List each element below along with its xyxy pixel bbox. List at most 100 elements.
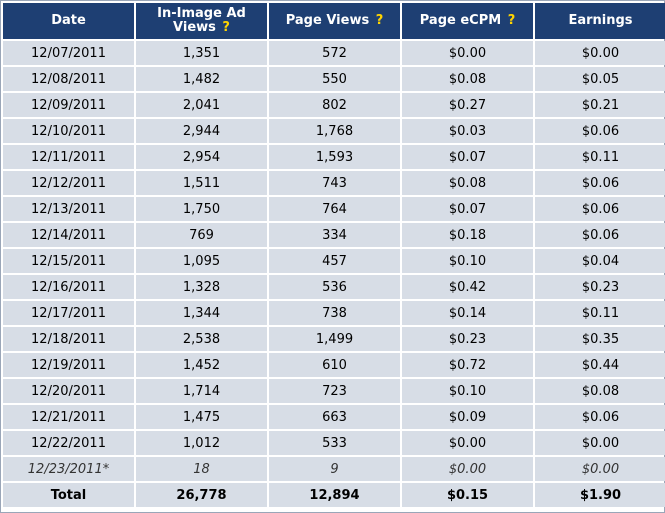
cell-ad-views: 1,511 <box>136 171 267 195</box>
table-row: 12/07/2011 1,351 572 $0.00 $0.00 <box>3 41 665 65</box>
table-row: 12/22/2011 1,012 533 $0.00 $0.00 <box>3 431 665 455</box>
table-row: 12/09/2011 2,041 802 $0.27 $0.21 <box>3 93 665 117</box>
cell-page-views: 572 <box>269 41 400 65</box>
cell-page-views: 334 <box>269 223 400 247</box>
cell-page-ecpm: $0.14 <box>402 301 533 325</box>
cell-page-views: 457 <box>269 249 400 273</box>
cell-page-views: 536 <box>269 275 400 299</box>
cell-ad-views: 1,750 <box>136 197 267 221</box>
table-row: 12/17/2011 1,344 738 $0.14 $0.11 <box>3 301 665 325</box>
column-header-page-ecpm: Page eCPM ? <box>402 3 533 39</box>
cell-date: 12/12/2011 <box>3 171 134 195</box>
cell-page-views: 1,768 <box>269 119 400 143</box>
cell-ad-views: 1,328 <box>136 275 267 299</box>
cell-page-ecpm: $0.07 <box>402 197 533 221</box>
cell-page-ecpm: $0.18 <box>402 223 533 247</box>
cell-ad-views: 1,482 <box>136 67 267 91</box>
cell-ad-views: 2,041 <box>136 93 267 117</box>
table-row: 12/18/2011 2,538 1,499 $0.23 $0.35 <box>3 327 665 351</box>
column-header-page-views: Page Views ? <box>269 3 400 39</box>
cell-earnings: $0.00 <box>535 457 665 481</box>
cell-earnings: $0.05 <box>535 67 665 91</box>
cell-ad-views: 18 <box>136 457 267 481</box>
cell-ad-views: 1,344 <box>136 301 267 325</box>
cell-page-views: 1,593 <box>269 145 400 169</box>
cell-page-views: 764 <box>269 197 400 221</box>
cell-page-views: 663 <box>269 405 400 429</box>
cell-page-views: 1,499 <box>269 327 400 351</box>
total-row: Total 26,778 12,894 $0.15 $1.90 <box>3 483 665 507</box>
cell-page-ecpm: $0.00 <box>402 431 533 455</box>
cell-page-views: 743 <box>269 171 400 195</box>
cell-page-ecpm: $0.08 <box>402 171 533 195</box>
cell-page-ecpm: $0.10 <box>402 379 533 403</box>
cell-ad-views: 2,538 <box>136 327 267 351</box>
column-header-earnings: Earnings <box>535 3 665 39</box>
cell-ad-views: 1,012 <box>136 431 267 455</box>
cell-ad-views: 1,452 <box>136 353 267 377</box>
cell-page-views: 802 <box>269 93 400 117</box>
cell-ad-views: 1,351 <box>136 41 267 65</box>
cell-page-ecpm: $0.00 <box>402 457 533 481</box>
cell-earnings: $0.11 <box>535 301 665 325</box>
column-header-date: Date <box>3 3 134 39</box>
total-ad-views: 26,778 <box>136 483 267 507</box>
cell-earnings: $0.06 <box>535 223 665 247</box>
cell-earnings: $0.35 <box>535 327 665 351</box>
cell-page-ecpm: $0.08 <box>402 67 533 91</box>
cell-ad-views: 2,944 <box>136 119 267 143</box>
cell-date: 12/16/2011 <box>3 275 134 299</box>
cell-page-ecpm: $0.00 <box>402 41 533 65</box>
help-icon[interactable]: ? <box>222 20 230 35</box>
cell-earnings: $0.00 <box>535 431 665 455</box>
cell-earnings: $0.06 <box>535 119 665 143</box>
cell-page-ecpm: $0.23 <box>402 327 533 351</box>
table-row: 12/08/2011 1,482 550 $0.08 $0.05 <box>3 67 665 91</box>
help-icon[interactable]: ? <box>375 13 384 28</box>
table-row: 12/20/2011 1,714 723 $0.10 $0.08 <box>3 379 665 403</box>
cell-date: 12/09/2011 <box>3 93 134 117</box>
column-header-label: In-Image Ad Views <box>157 6 246 35</box>
table-row: 12/19/2011 1,452 610 $0.72 $0.44 <box>3 353 665 377</box>
cell-earnings: $0.04 <box>535 249 665 273</box>
cell-date: 12/13/2011 <box>3 197 134 221</box>
table-row: 12/21/2011 1,475 663 $0.09 $0.06 <box>3 405 665 429</box>
cell-date: 12/19/2011 <box>3 353 134 377</box>
partial-day-row: 12/23/2011* 18 9 $0.00 $0.00 <box>3 457 665 481</box>
cell-earnings: $0.23 <box>535 275 665 299</box>
table-body: 12/07/2011 1,351 572 $0.00 $0.00 12/08/2… <box>3 41 665 507</box>
column-header-label: Date <box>51 13 86 28</box>
cell-ad-views: 1,475 <box>136 405 267 429</box>
total-page-views: 12,894 <box>269 483 400 507</box>
table-row: 12/10/2011 2,944 1,768 $0.03 $0.06 <box>3 119 665 143</box>
cell-ad-views: 1,714 <box>136 379 267 403</box>
cell-date: 12/22/2011 <box>3 431 134 455</box>
cell-earnings: $0.21 <box>535 93 665 117</box>
table-row: 12/12/2011 1,511 743 $0.08 $0.06 <box>3 171 665 195</box>
cell-earnings: $0.06 <box>535 171 665 195</box>
column-header-label: Page Views <box>285 13 370 28</box>
cell-date: 12/11/2011 <box>3 145 134 169</box>
cell-date: 12/08/2011 <box>3 67 134 91</box>
cell-ad-views: 2,954 <box>136 145 267 169</box>
cell-date: 12/23/2011* <box>3 457 134 481</box>
cell-page-ecpm: $0.42 <box>402 275 533 299</box>
table-row: 12/11/2011 2,954 1,593 $0.07 $0.11 <box>3 145 665 169</box>
table-row: 12/16/2011 1,328 536 $0.42 $0.23 <box>3 275 665 299</box>
cell-date: 12/14/2011 <box>3 223 134 247</box>
cell-date: 12/15/2011 <box>3 249 134 273</box>
cell-page-views: 738 <box>269 301 400 325</box>
cell-page-ecpm: $0.10 <box>402 249 533 273</box>
total-earnings: $1.90 <box>535 483 665 507</box>
help-icon[interactable]: ? <box>507 13 516 28</box>
cell-earnings: $0.11 <box>535 145 665 169</box>
cell-date: 12/18/2011 <box>3 327 134 351</box>
cell-page-ecpm: $0.07 <box>402 145 533 169</box>
total-page-ecpm: $0.15 <box>402 483 533 507</box>
cell-date: 12/21/2011 <box>3 405 134 429</box>
cell-date: 12/17/2011 <box>3 301 134 325</box>
cell-page-ecpm: $0.03 <box>402 119 533 143</box>
column-header-label: Earnings <box>568 13 633 28</box>
cell-page-ecpm: $0.27 <box>402 93 533 117</box>
